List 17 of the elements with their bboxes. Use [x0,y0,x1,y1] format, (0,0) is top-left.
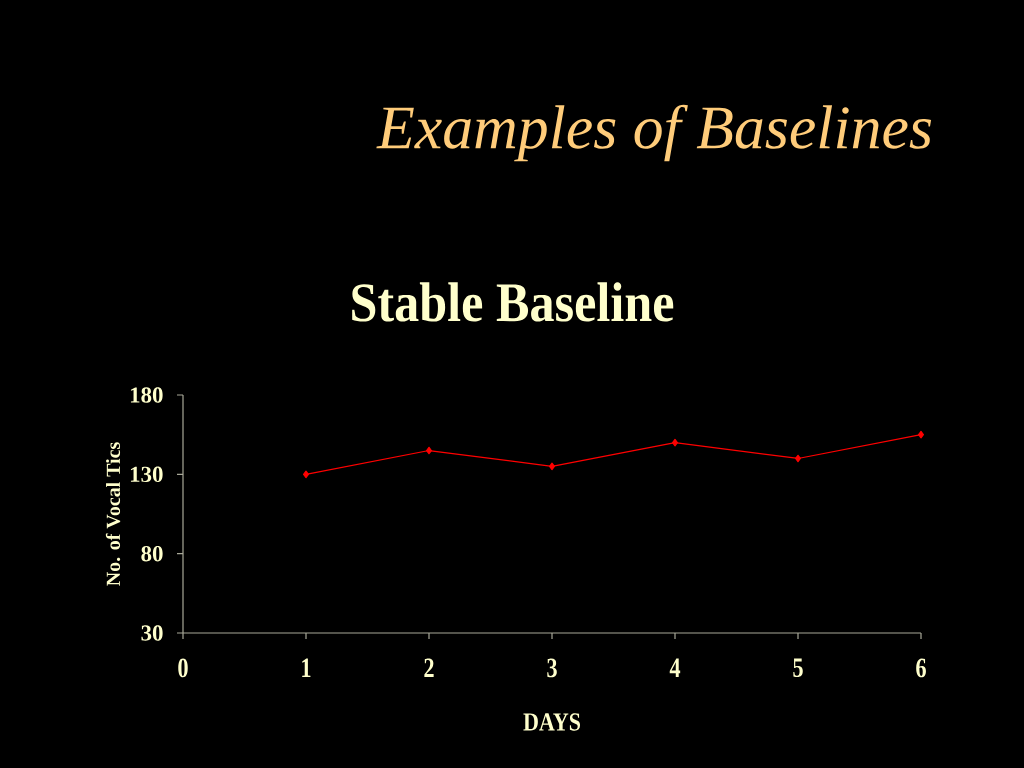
x-tick-label: 3 [547,658,557,678]
x-tick-label: 6 [916,658,926,678]
chart-title: Examples of Baselines [376,104,932,162]
x-tick-label: 1 [302,658,311,677]
x-tick-label: 4 [669,658,681,677]
point [795,454,802,463]
y-axis-title: No. of Vocal Tics [105,442,121,586]
x-tick-label: 0 [178,658,188,678]
x-tick-label: 5 [793,658,803,678]
x-axis-title: DAYS [523,713,581,731]
y-tick-label: 180 [130,387,163,403]
y-tick-label: 80 [141,545,163,562]
y-tick-label: 30 [141,625,163,641]
x-tick-label: 2 [424,658,434,677]
chart-subtitle: Stable Baseline [352,282,674,322]
y-tick-label: 130 [130,466,163,483]
point [918,430,925,439]
